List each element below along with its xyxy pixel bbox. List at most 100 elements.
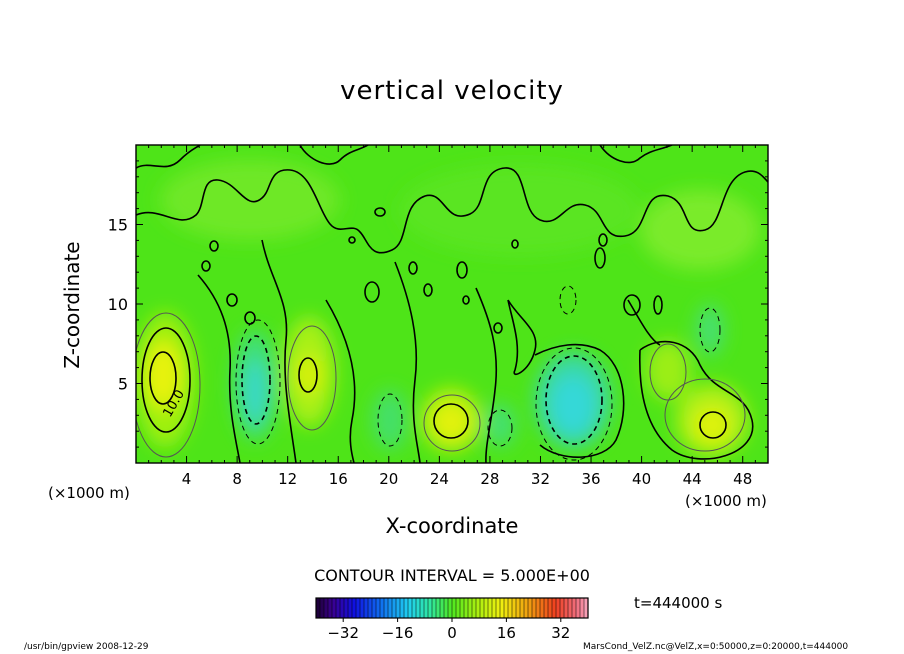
plot-area: 10.0 bbox=[136, 145, 768, 463]
x-tick-label: 48 bbox=[733, 470, 752, 488]
colorbar-swatch bbox=[492, 598, 497, 618]
y-tick-label: 5 bbox=[118, 375, 128, 394]
colorbar-swatch bbox=[364, 598, 369, 618]
colorbar-swatch bbox=[576, 598, 581, 618]
colorbar-swatch bbox=[316, 598, 321, 618]
x-tick-label: 16 bbox=[329, 470, 348, 488]
colorbar-swatch bbox=[508, 598, 513, 618]
colorbar-swatch bbox=[460, 598, 465, 618]
footer-right-text: MarsCond_VelZ.nc@VelZ,x=0:50000,z=0:2000… bbox=[583, 642, 849, 652]
colorbar-swatch bbox=[420, 598, 425, 618]
x-tick-label: 40 bbox=[632, 470, 651, 488]
colorbar-swatch bbox=[496, 598, 501, 618]
colorbar-swatch bbox=[368, 598, 373, 618]
colorbar-swatch bbox=[540, 598, 545, 618]
y-tick-label: 15 bbox=[108, 216, 128, 235]
colorbar-swatch bbox=[380, 598, 385, 618]
colorbar-tick-label: −32 bbox=[327, 624, 359, 642]
colorbar-swatch bbox=[356, 598, 361, 618]
colorbar-swatch bbox=[416, 598, 421, 618]
colorbar-swatch bbox=[536, 598, 541, 618]
colorbar-swatch bbox=[336, 598, 341, 618]
colorbar-swatch bbox=[396, 598, 401, 618]
colorbar-swatch bbox=[552, 598, 557, 618]
x-tick-label: 12 bbox=[278, 470, 297, 488]
colorbar-swatch bbox=[480, 598, 485, 618]
colorbar-swatch bbox=[388, 598, 393, 618]
colorbar-swatch bbox=[436, 598, 441, 618]
colorbar-swatch bbox=[484, 598, 489, 618]
colorbar-swatch bbox=[448, 598, 453, 618]
y-axis-label: Z-coordinate bbox=[60, 241, 84, 369]
x-axis: 4 8 12 16 20 24 28 32 36 40 44 48 bbox=[135, 145, 769, 488]
y-axis: 5 10 15 bbox=[108, 144, 768, 464]
colorbar: −32 −16 0 16 32 bbox=[315, 597, 589, 642]
x-tick-label: 36 bbox=[581, 470, 600, 488]
colorbar-swatch bbox=[468, 598, 473, 618]
colorbar-swatch bbox=[504, 598, 509, 618]
x-tick-label: 32 bbox=[531, 470, 550, 488]
colorbar-swatch bbox=[360, 598, 365, 618]
colorbar-swatch bbox=[344, 598, 349, 618]
colorbar-swatch bbox=[488, 598, 493, 618]
colorbar-swatch bbox=[560, 598, 565, 618]
colorbar-swatch bbox=[328, 598, 333, 618]
colorbar-tick-label: 0 bbox=[447, 624, 457, 642]
chart-title: vertical velocity bbox=[340, 76, 564, 106]
colorbar-swatch bbox=[400, 598, 405, 618]
colorbar-tick-label: 16 bbox=[497, 624, 516, 642]
colorbar-swatch bbox=[340, 598, 345, 618]
x-tick-label: 20 bbox=[379, 470, 398, 488]
colorbar-swatch bbox=[376, 598, 381, 618]
colorbar-swatch bbox=[580, 598, 585, 618]
x-tick-label: 44 bbox=[683, 470, 702, 488]
colorbar-swatch bbox=[568, 598, 573, 618]
colorbar-swatch bbox=[348, 598, 353, 618]
x-axis-label: X-coordinate bbox=[385, 514, 519, 538]
y-tick-label: 10 bbox=[108, 295, 128, 314]
colorbar-swatch bbox=[384, 598, 389, 618]
colorbar-swatch bbox=[428, 598, 433, 618]
colorbar-swatch bbox=[556, 598, 561, 618]
x-unit-note-left: (×1000 m) bbox=[48, 484, 130, 502]
colorbar-swatch bbox=[584, 598, 589, 618]
colorbar-swatch bbox=[532, 598, 537, 618]
colorbar-swatch bbox=[524, 598, 529, 618]
time-label: t=444000 s bbox=[634, 594, 723, 612]
colorbar-swatch bbox=[392, 598, 397, 618]
colorbar-swatch bbox=[472, 598, 477, 618]
x-tick-label: 28 bbox=[480, 470, 499, 488]
colorbar-swatch bbox=[408, 598, 413, 618]
x-tick-label: 24 bbox=[430, 470, 449, 488]
colorbar-swatch bbox=[444, 598, 449, 618]
colorbar-swatch bbox=[548, 598, 553, 618]
colorbar-swatch bbox=[544, 598, 549, 618]
colorbar-tick-label: 32 bbox=[551, 624, 570, 642]
colorbar-swatch bbox=[516, 598, 521, 618]
colorbar-swatch bbox=[440, 598, 445, 618]
x-unit-note-right: (×1000 m) bbox=[685, 492, 767, 510]
colorbar-swatch bbox=[476, 598, 481, 618]
x-tick-label: 8 bbox=[232, 470, 242, 488]
colorbar-swatch bbox=[456, 598, 461, 618]
colorbar-swatch bbox=[564, 598, 569, 618]
colorbar-swatch bbox=[412, 598, 417, 618]
colorbar-tick-label: −16 bbox=[382, 624, 414, 642]
colorbar-swatch bbox=[372, 598, 377, 618]
colorbar-swatch bbox=[572, 598, 577, 618]
colorbar-swatch bbox=[512, 598, 517, 618]
colorbar-swatch bbox=[520, 598, 525, 618]
x-tick-label: 4 bbox=[182, 470, 192, 488]
colorbar-swatch bbox=[424, 598, 429, 618]
colorbar-swatch bbox=[320, 598, 325, 618]
colorbar-swatch bbox=[404, 598, 409, 618]
colorbar-swatch bbox=[432, 598, 437, 618]
colorbar-swatch bbox=[324, 598, 329, 618]
colorbar-swatch bbox=[464, 598, 469, 618]
colorbar-swatch bbox=[500, 598, 505, 618]
colorbar-swatch bbox=[332, 598, 337, 618]
footer-left-text: /usr/bin/gpview 2008-12-29 bbox=[24, 642, 149, 652]
contour-interval-label: CONTOUR INTERVAL = 5.000E+00 bbox=[314, 566, 590, 585]
colorbar-swatch bbox=[528, 598, 533, 618]
